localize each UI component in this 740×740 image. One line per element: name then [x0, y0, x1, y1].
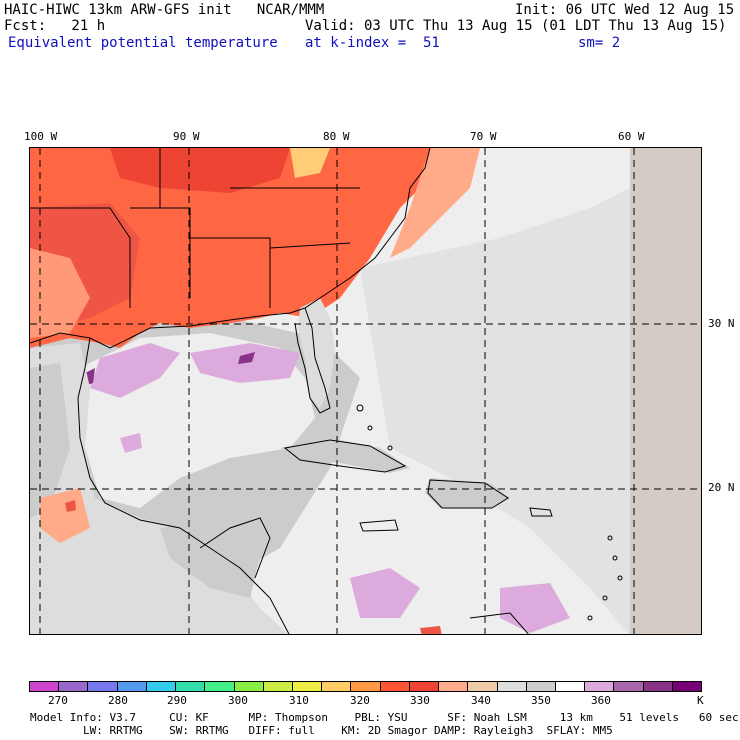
lat-label-20n: 20 N	[708, 481, 735, 494]
lon-label-100w: 100 W	[24, 130, 58, 143]
lat-label-30n: 30 N	[708, 317, 735, 330]
colorbar-swatch	[468, 682, 498, 691]
valid-time: Valid: 03 UTC Thu 13 Aug 15 (01 LDT Thu …	[305, 18, 727, 34]
colorbar-tick-label: 290	[167, 694, 187, 707]
colorbar-swatch	[614, 682, 644, 691]
colorbar-tick-label: K	[697, 694, 704, 707]
colorbar-swatch	[351, 682, 381, 691]
colorbar-swatch	[380, 682, 410, 691]
lon-label-70w: 70 W	[470, 130, 497, 143]
colorbar-tick-label: 320	[350, 694, 370, 707]
colorbar-swatch	[555, 682, 586, 691]
footer-line-2: LW: RRTMG SW: RRTMG DIFF: full KM: 2D Sm…	[30, 724, 613, 737]
theta-e-map	[29, 147, 702, 635]
colorbar-tick-label: 270	[48, 694, 68, 707]
colorbar-tick-label: 360	[591, 694, 611, 707]
colorbar-swatch	[322, 682, 352, 691]
colorbar-tick-label: 300	[228, 694, 248, 707]
forecast-hour: Fcst: 21 h	[4, 18, 106, 34]
colorbar-swatch	[30, 682, 60, 691]
colorbar-swatch	[585, 682, 615, 691]
level-label: at k-index = 51	[305, 35, 440, 51]
footer-line-1: Model Info: V3.7 CU: KF MP: Thompson PBL…	[30, 711, 739, 724]
colorbar-tick-label: 310	[289, 694, 309, 707]
colorbar-swatch	[234, 682, 264, 691]
colorbar-tick-label: 350	[531, 694, 551, 707]
colorbar-swatch	[643, 682, 673, 691]
field-name: Equivalent potential temperature	[8, 35, 278, 51]
init-time: Init: 06 UTC Wed 12 Aug 15	[515, 2, 735, 18]
colorbar-tick-label: 280	[108, 694, 128, 707]
colorbar	[29, 681, 702, 692]
colorbar-swatch	[263, 682, 293, 691]
lon-label-80w: 80 W	[323, 130, 350, 143]
map-canvas	[30, 148, 701, 634]
colorbar-swatch	[409, 682, 440, 691]
lon-label-90w: 90 W	[173, 130, 200, 143]
colorbar-swatch	[292, 682, 323, 691]
colorbar-swatch	[439, 682, 469, 691]
lon-label-60w: 60 W	[618, 130, 645, 143]
colorbar-swatch	[672, 682, 702, 691]
colorbar-swatch	[205, 682, 235, 691]
colorbar-swatch	[117, 682, 147, 691]
colorbar-tick-label: 340	[471, 694, 491, 707]
smoothing-label: sm= 2	[578, 35, 621, 51]
colorbar-swatch	[497, 682, 527, 691]
colorbar-swatch	[146, 682, 177, 691]
colorbar-tick-label: 330	[410, 694, 430, 707]
colorbar-swatch	[526, 682, 556, 691]
model-title: HAIC-HIWC 13km ARW-GFS init NCAR/MMM	[4, 2, 325, 18]
colorbar-swatch	[59, 682, 89, 691]
colorbar-swatch	[88, 682, 118, 691]
colorbar-swatch	[176, 682, 206, 691]
